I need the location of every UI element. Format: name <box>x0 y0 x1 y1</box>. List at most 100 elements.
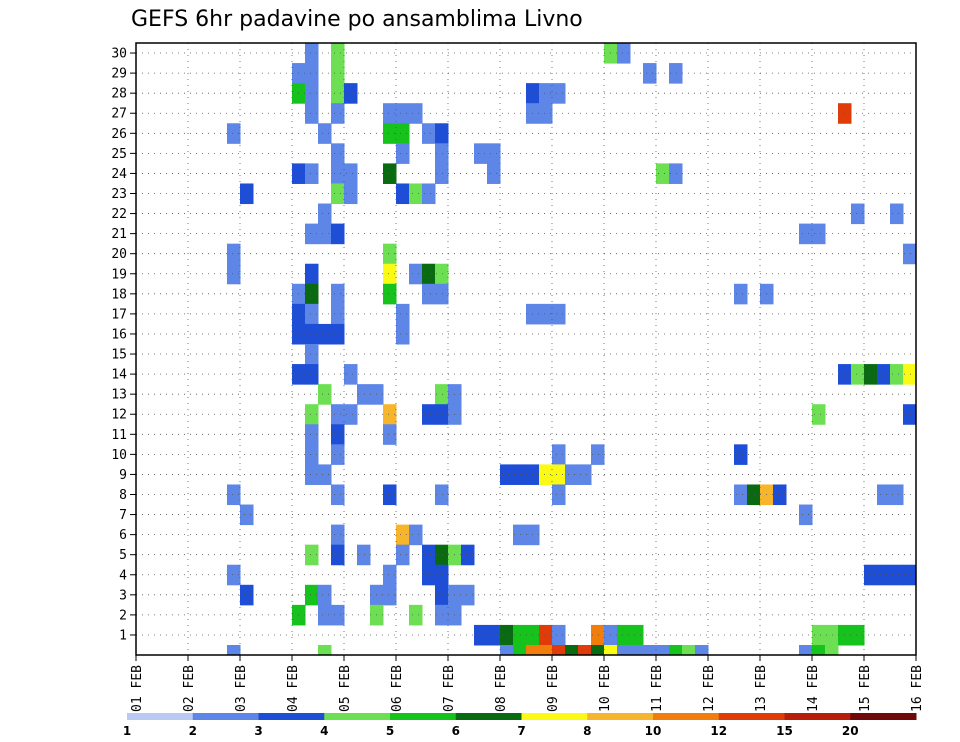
colorbar-label: 7 <box>517 724 525 738</box>
heatmap-cell <box>578 464 592 485</box>
y-tick-label: 13 <box>111 388 127 403</box>
x-tick-label: 11 FEB <box>650 665 665 712</box>
heatmap-cell <box>331 524 345 546</box>
heatmap-cell <box>305 544 319 566</box>
y-tick-label: 26 <box>111 127 127 142</box>
heatmap-cell <box>357 544 371 566</box>
heatmap-cell <box>318 464 332 485</box>
heatmap-cell <box>734 484 748 506</box>
heatmap-cell <box>331 223 345 245</box>
colorbar-swatch <box>587 713 654 720</box>
heatmap-cell <box>396 143 410 164</box>
strip-cell <box>591 645 605 655</box>
heatmap-cell <box>240 584 254 606</box>
heatmap-cell <box>487 143 501 164</box>
heatmap-cell <box>539 83 553 104</box>
x-tick-label: 09 FEB <box>546 665 561 712</box>
heatmap-cell <box>409 103 423 124</box>
y-tick-label: 16 <box>111 327 127 342</box>
y-tick-label: 15 <box>111 348 127 363</box>
heatmap-cell <box>591 444 605 465</box>
heatmap-cell <box>890 564 904 586</box>
heatmap-cell <box>513 624 527 646</box>
heatmap-cell <box>669 163 683 184</box>
heatmap-cell <box>331 604 345 626</box>
x-tick-label: 08 FEB <box>494 665 509 712</box>
x-tick-label: 15 FEB <box>858 665 873 712</box>
colorbar-swatch <box>653 713 720 720</box>
heatmap-cell <box>877 484 891 506</box>
strip-cell <box>682 645 696 655</box>
heatmap-cell <box>318 123 332 144</box>
heatmap-cell <box>331 83 345 104</box>
heatmap-cell <box>227 243 241 265</box>
heatmap-cell <box>305 103 319 124</box>
heatmap-cell <box>422 564 436 586</box>
strip-cell <box>630 645 644 655</box>
strip-cell <box>825 645 839 655</box>
heatmap-cell <box>565 464 579 485</box>
heatmap-cell <box>435 404 449 425</box>
y-tick-label: 29 <box>111 67 127 82</box>
heatmap-cell <box>331 444 345 465</box>
heatmap-cell <box>435 143 449 164</box>
colorbar-swatch <box>521 713 588 720</box>
heatmap-cell <box>552 444 566 465</box>
strip-cell <box>643 645 657 655</box>
y-tick-label: 23 <box>111 187 127 202</box>
strip-cell <box>617 645 631 655</box>
heatmap-cell <box>422 123 436 144</box>
heatmap-cell <box>539 464 553 485</box>
heatmap-cell <box>864 364 878 385</box>
heatmap-cell <box>435 163 449 184</box>
x-tick-label: 14 FEB <box>806 665 821 712</box>
strip-cell <box>227 645 241 655</box>
heatmap-cell <box>539 624 553 646</box>
colorbar: 1 2 3 4 5 6 7 8 10 12 15 20 <box>123 713 917 738</box>
heatmap-cell <box>396 123 410 144</box>
heatmap-cell <box>383 283 397 305</box>
heatmap-cell <box>383 564 397 586</box>
heatmap-cell <box>747 484 761 506</box>
y-tick-label: 5 <box>119 548 127 563</box>
heatmap-cell <box>305 43 319 64</box>
heatmap-cell <box>422 263 436 285</box>
heatmap-cell <box>383 424 397 445</box>
heatmap-cell <box>851 624 865 646</box>
colorbar-swatch <box>390 713 457 720</box>
y-tick-label: 25 <box>111 147 127 162</box>
y-tick-label: 8 <box>119 488 127 503</box>
heatmap-cell <box>331 143 345 164</box>
heatmap-cell <box>422 283 436 305</box>
y-tick-label: 14 <box>111 368 127 383</box>
colorbar-label: 5 <box>386 724 394 738</box>
heatmap-cell <box>396 323 410 345</box>
colorbar-swatch <box>850 713 917 720</box>
heatmap-cell <box>630 624 644 646</box>
heatmap-cell <box>617 43 631 64</box>
colorbar-label: 10 <box>645 724 662 738</box>
colorbar-label: 12 <box>710 724 727 738</box>
heatmap-cell <box>331 183 345 205</box>
heatmap-cell <box>513 464 527 485</box>
y-tick-label: 6 <box>119 528 127 543</box>
heatmap-cell <box>305 344 319 365</box>
heatmap-cell <box>344 83 358 104</box>
chart-title: GEFS 6hr padavine po ansamblima Livno <box>131 7 583 32</box>
heatmap-cell <box>539 303 553 325</box>
heatmap-cell <box>305 444 319 465</box>
heatmap-cell <box>435 564 449 586</box>
heatmap-cell <box>435 544 449 566</box>
x-tick-label: 04 FEB <box>286 665 301 712</box>
heatmap-cell <box>552 464 566 485</box>
heatmap-cell <box>240 183 254 205</box>
y-tick-label: 7 <box>119 508 127 523</box>
plot-frame <box>135 42 917 656</box>
x-tick-label: 13 FEB <box>754 665 769 712</box>
y-tick-label: 4 <box>119 568 127 583</box>
heatmap-cell <box>396 303 410 325</box>
grid-lines <box>136 43 916 655</box>
heatmap-cell <box>305 83 319 104</box>
heatmap-cell <box>539 103 553 124</box>
